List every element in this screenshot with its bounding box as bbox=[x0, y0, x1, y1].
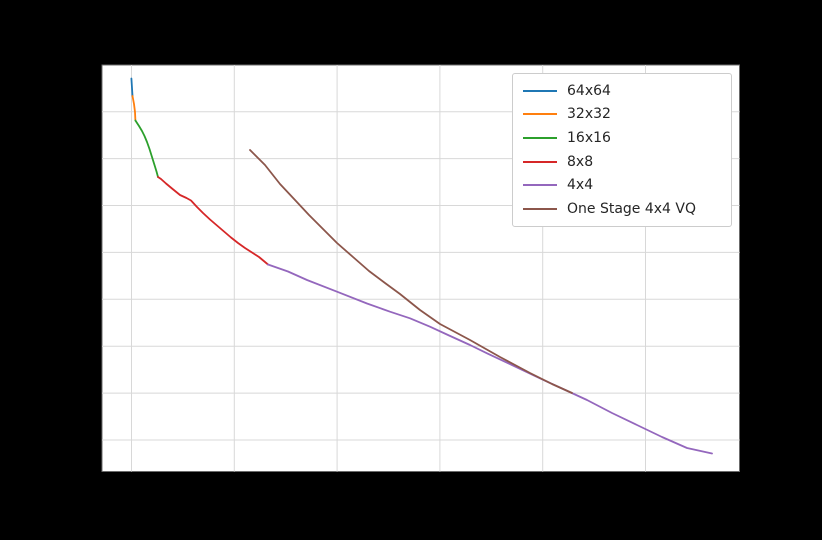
legend-label-one-stage-4x4-vq: One Stage 4x4 VQ bbox=[567, 201, 697, 218]
legend-label-8x8: 8x8 bbox=[567, 153, 594, 170]
legend-line-swatch-4x4 bbox=[523, 184, 557, 187]
legend-item-8x8: 8x8 bbox=[513, 155, 731, 169]
legend-line-swatch-16x16 bbox=[523, 137, 557, 140]
legend-item-16x16: 16x16 bbox=[513, 131, 731, 145]
legend-item-4x4: 4x4 bbox=[513, 178, 731, 192]
legend-label-64x64: 64x64 bbox=[567, 82, 611, 99]
legend-item-64x64: 64x64 bbox=[513, 84, 731, 98]
legend-line-swatch-one-stage-4x4-vq bbox=[523, 208, 557, 211]
legend-item-32x32: 32x32 bbox=[513, 107, 731, 121]
legend-label-16x16: 16x16 bbox=[567, 130, 611, 147]
legend-line-swatch-8x8 bbox=[523, 160, 557, 163]
legend-line-swatch-64x64 bbox=[523, 89, 557, 92]
legend: 64x64 32x32 16x16 8x8 4x4 One Stage 4x4 … bbox=[512, 73, 732, 227]
legend-label-4x4: 4x4 bbox=[567, 177, 594, 194]
legend-item-one-stage-4x4-vq: One Stage 4x4 VQ bbox=[513, 202, 731, 216]
legend-label-32x32: 32x32 bbox=[567, 106, 611, 123]
legend-line-swatch-32x32 bbox=[523, 113, 557, 116]
